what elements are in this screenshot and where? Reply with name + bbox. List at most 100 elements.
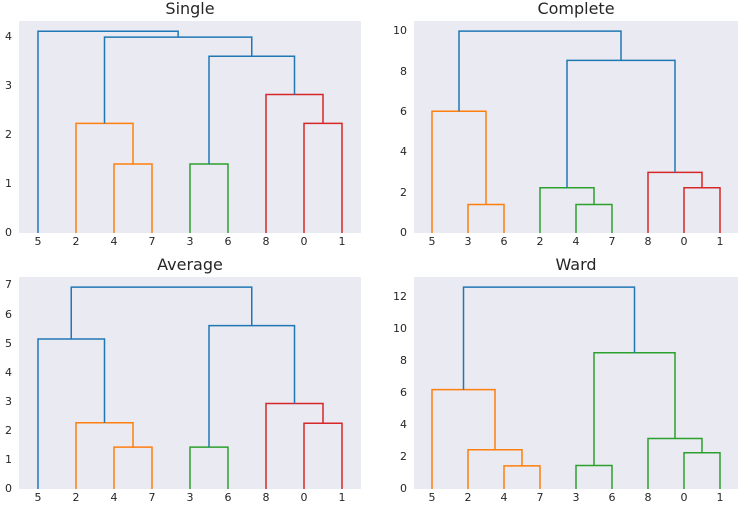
leaf-label: 5 — [34, 491, 42, 504]
leaf-label: 7 — [608, 235, 616, 248]
dendrogram-plot-ward — [414, 277, 738, 489]
plot-title-average: Average — [157, 255, 223, 274]
leaf-label: 0 — [300, 491, 308, 504]
dendrogram-link — [75, 421, 134, 489]
dendrogram-link — [70, 286, 253, 339]
leaf-label: 1 — [338, 491, 346, 504]
subplot-ward: Ward 0 2 4 6 8 10 12 5 2 4 7 3 6 8 0 1 — [393, 255, 738, 504]
dendrogram-link — [647, 437, 703, 489]
leaf-label: 7 — [148, 491, 156, 504]
dendrogram-plot-average — [19, 277, 361, 489]
y-tick-label: 0 — [400, 226, 407, 239]
subplot-complete: Complete 0 2 4 6 8 10 5 3 6 2 4 7 8 0 1 — [393, 0, 738, 248]
y-tick-label: 4 — [400, 417, 407, 431]
y-tick-label: 12 — [393, 289, 407, 303]
dendrogram-link — [431, 388, 496, 489]
y-tick-label: 8 — [400, 64, 407, 78]
dendrogram-link — [113, 163, 153, 233]
y-tick-label: 10 — [393, 321, 407, 335]
y-tick-label: 2 — [400, 185, 407, 199]
leaf-label: 7 — [148, 235, 156, 248]
dendrogram-plot-complete — [414, 21, 738, 233]
dendrogram-link — [189, 446, 229, 489]
leaf-label: 3 — [186, 491, 194, 504]
dendrogram-link — [458, 30, 622, 112]
y-tick-label: 3 — [5, 79, 12, 93]
leaf-label: 7 — [536, 491, 544, 504]
y-axis-average: 0 1 2 3 4 5 6 7 — [0, 277, 19, 495]
plot-title-ward: Ward — [555, 255, 597, 274]
leaf-label: 8 — [644, 235, 652, 248]
y-tick-label: 6 — [5, 307, 12, 321]
leaf-label: 1 — [716, 491, 724, 504]
leaf-label: 1 — [716, 235, 724, 248]
y-tick-label: 6 — [400, 385, 407, 399]
x-axis-average: 5 2 4 7 3 6 8 0 1 — [19, 489, 361, 507]
y-tick-label: 0 — [400, 482, 407, 495]
dendrogram-link — [539, 187, 595, 233]
leaf-label: 0 — [300, 235, 308, 248]
leaf-label: 6 — [224, 235, 232, 248]
x-axis-single: 5 2 4 7 3 6 8 0 1 — [19, 233, 361, 251]
leaf-label: 6 — [500, 235, 508, 248]
dendrogram-link — [208, 55, 296, 164]
leaf-label: 3 — [186, 235, 194, 248]
dendrogram-link — [593, 352, 676, 466]
y-tick-label: 6 — [400, 104, 407, 118]
leaf-label: 8 — [262, 491, 270, 504]
dendrogram-link — [303, 122, 343, 233]
dendrogram-link — [265, 402, 324, 489]
leaf-label: 4 — [110, 235, 118, 248]
leaf-label: 2 — [536, 235, 544, 248]
dendrogram-link — [431, 110, 487, 233]
dendrogram-plot-single — [19, 21, 361, 233]
leaf-label: 5 — [34, 235, 42, 248]
y-tick-label: 3 — [5, 394, 12, 408]
leaf-label: 0 — [680, 491, 688, 504]
y-tick-label: 5 — [5, 336, 12, 350]
leaf-label: 6 — [608, 491, 616, 504]
dendrogram-link — [566, 59, 676, 188]
y-tick-label: 7 — [5, 278, 12, 292]
x-axis-complete: 5 3 6 2 4 7 8 0 1 — [414, 233, 738, 251]
dendrogram-link — [467, 448, 523, 489]
dendrogram-link — [265, 93, 324, 233]
y-tick-label: 1 — [5, 177, 12, 190]
subplot-average: Average 0 1 2 3 4 5 6 7 5 2 4 7 3 6 8 0 1 — [5, 255, 361, 504]
dendrogram-link — [208, 324, 296, 448]
dendrogram-link — [683, 452, 721, 489]
leaf-label: 3 — [572, 491, 580, 504]
leaf-label: 2 — [72, 235, 80, 248]
dendrogram-link — [683, 187, 721, 233]
leaf-label: 8 — [262, 235, 270, 248]
y-tick-label: 10 — [393, 24, 407, 38]
y-tick-label: 0 — [5, 226, 12, 239]
dendrogram-link — [503, 465, 541, 489]
y-tick-label: 4 — [5, 365, 12, 379]
dendrogram-link — [189, 163, 229, 233]
leaf-label: 5 — [428, 491, 436, 504]
dendrogram-link — [75, 122, 134, 233]
subplot-single: Single 0 1 2 3 4 5 2 4 7 3 6 8 0 1 — [5, 0, 361, 248]
y-tick-label: 8 — [400, 353, 407, 367]
leaf-label: 0 — [680, 235, 688, 248]
plot-title-complete: Complete — [537, 0, 615, 18]
leaf-label: 3 — [464, 235, 472, 248]
leaf-label: 4 — [500, 491, 508, 504]
y-tick-label: 1 — [5, 452, 12, 466]
plot-title-single: Single — [165, 0, 215, 18]
dendrogram-link — [647, 171, 703, 233]
leaf-label: 6 — [224, 491, 232, 504]
leaf-label: 5 — [428, 235, 436, 248]
leaf-label: 1 — [338, 235, 346, 248]
y-axis-ward: 0 2 4 6 8 10 12 — [380, 277, 414, 494]
y-tick-label: 2 — [5, 128, 12, 142]
y-axis-complete: 0 2 4 6 8 10 — [380, 21, 414, 239]
leaf-label: 4 — [110, 491, 118, 504]
y-tick-label: 4 — [400, 145, 407, 159]
dendrogram-link — [462, 286, 636, 390]
y-tick-label: 2 — [5, 423, 12, 437]
leaf-label: 4 — [572, 235, 580, 248]
dendrogram-link — [37, 30, 179, 233]
